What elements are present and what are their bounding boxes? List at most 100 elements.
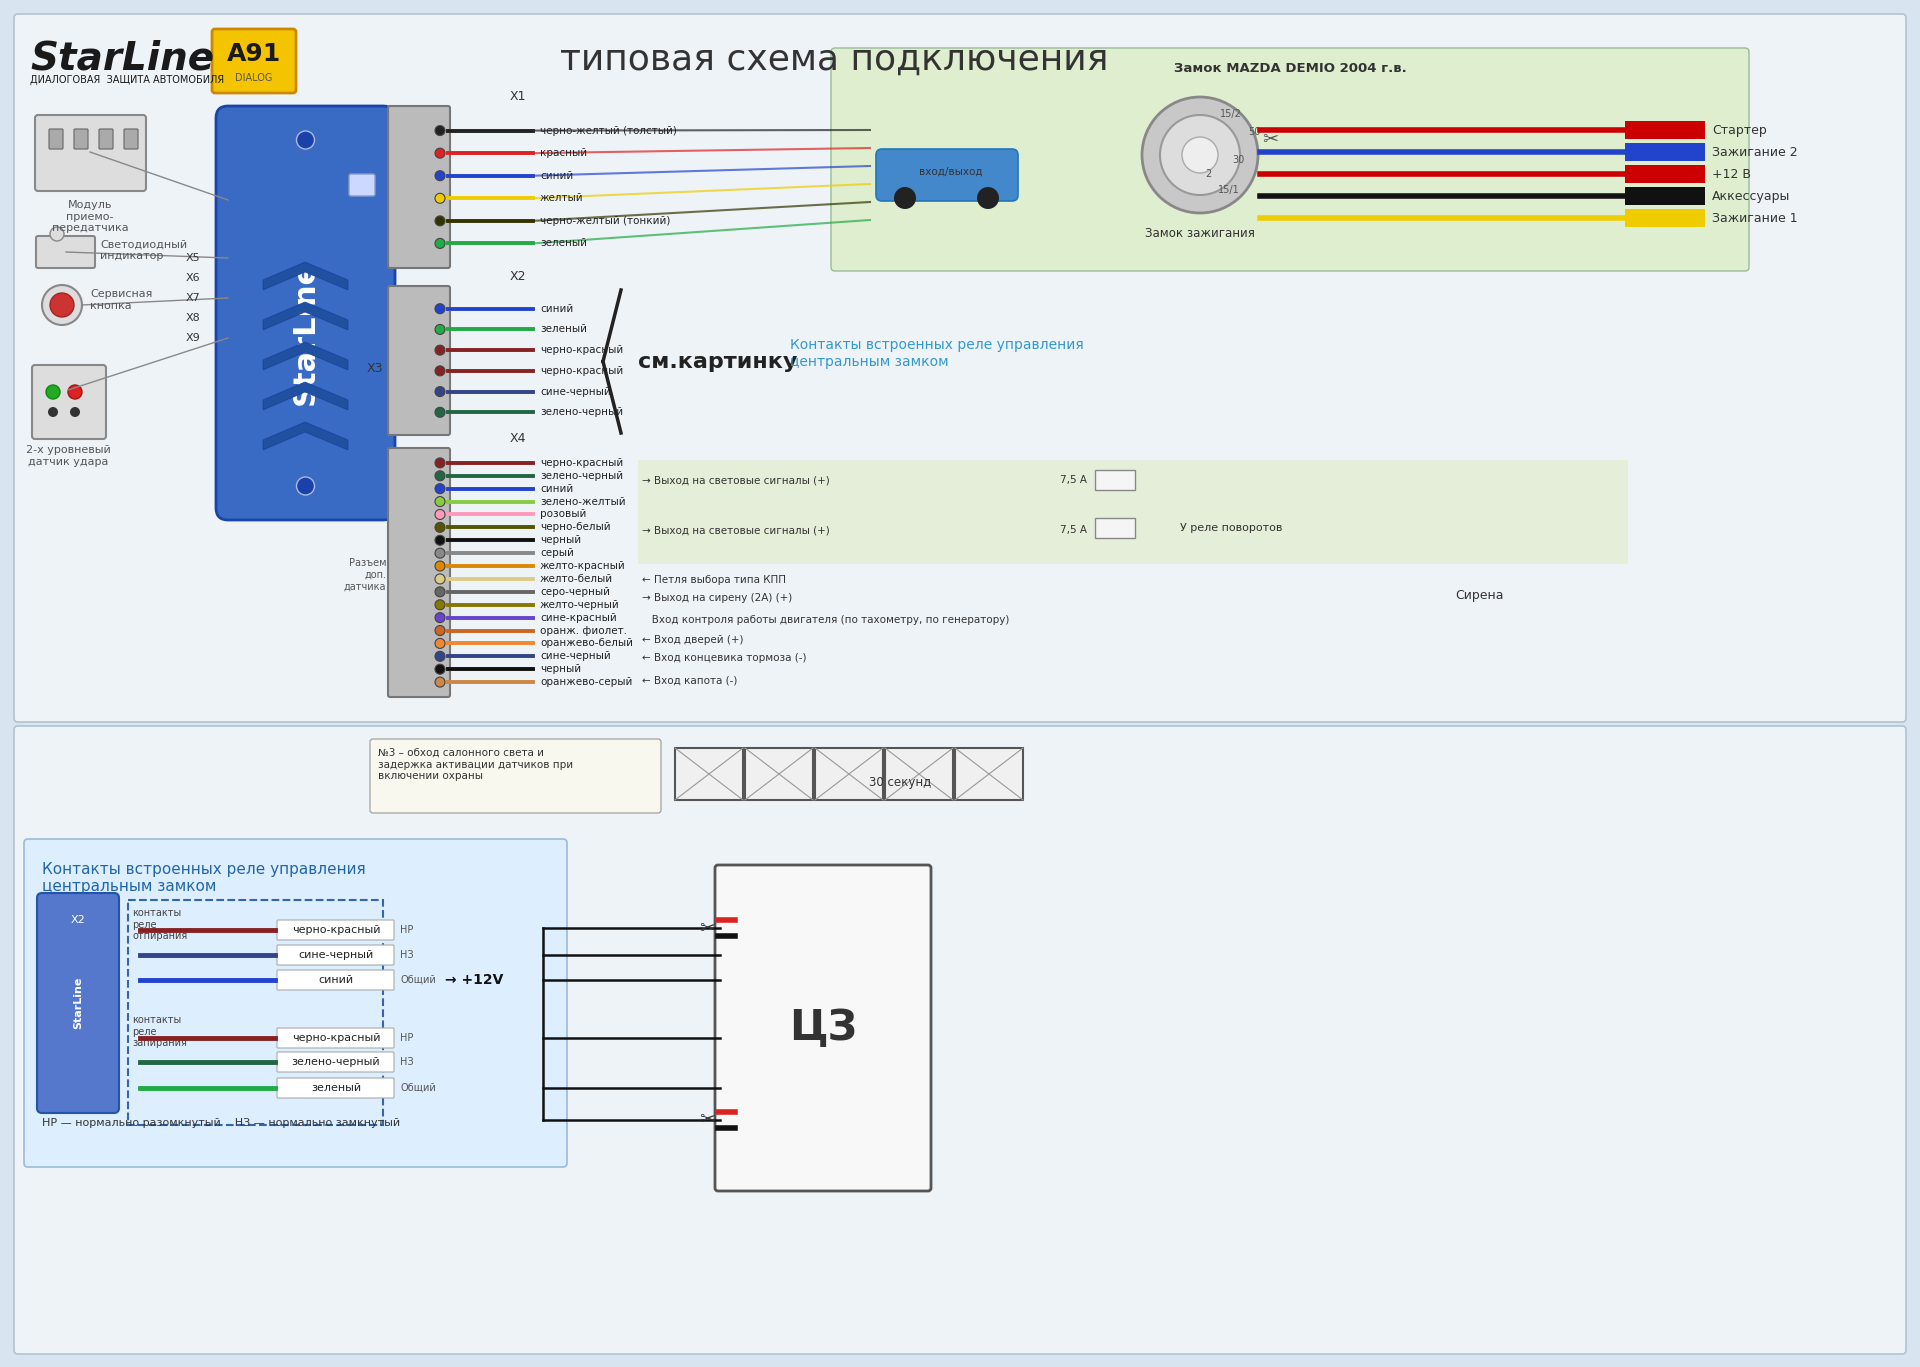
FancyBboxPatch shape (13, 726, 1907, 1353)
Text: ✂: ✂ (699, 1110, 716, 1129)
Circle shape (1142, 97, 1258, 213)
Bar (1094, 470, 1135, 489)
Bar (1624, 144, 1705, 161)
Text: черно-красный: черно-красный (540, 366, 624, 376)
Text: → Выход на сирену (2А) (+): → Выход на сирену (2А) (+) (641, 593, 793, 603)
Circle shape (436, 171, 445, 180)
Text: черно-красный: черно-красный (292, 925, 380, 935)
FancyBboxPatch shape (217, 107, 396, 519)
Bar (745, 748, 812, 800)
Text: ← Вход капота (-): ← Вход капота (-) (641, 675, 737, 685)
Text: зелено-желтый: зелено-желтый (540, 496, 626, 507)
Text: X4: X4 (511, 432, 526, 444)
Circle shape (436, 496, 445, 507)
Text: Общий: Общий (399, 975, 436, 986)
Text: Зажигание 2: Зажигание 2 (1713, 145, 1797, 159)
Text: желтый: желтый (540, 193, 584, 204)
Text: → Выход на световые сигналы (+): → Выход на световые сигналы (+) (641, 525, 829, 534)
Polygon shape (263, 262, 348, 290)
Text: → Выход на световые сигналы (+): → Выход на световые сигналы (+) (641, 474, 829, 485)
Text: желто-красный: желто-красный (540, 560, 626, 571)
Text: синий: синий (540, 171, 574, 180)
Circle shape (436, 574, 445, 584)
Text: серый: серый (540, 548, 574, 558)
Circle shape (436, 387, 445, 396)
Text: ← Вход дверей (+): ← Вход дверей (+) (641, 636, 743, 645)
FancyBboxPatch shape (276, 971, 394, 990)
Text: оранжево-белый: оранжево-белый (540, 638, 634, 648)
Text: контакты
реле
отпирания: контакты реле отпирания (132, 908, 188, 942)
FancyBboxPatch shape (388, 286, 449, 435)
Circle shape (436, 612, 445, 622)
Text: 15/2: 15/2 (1219, 109, 1242, 119)
Circle shape (50, 227, 63, 241)
FancyBboxPatch shape (13, 14, 1907, 722)
Circle shape (436, 626, 445, 636)
Circle shape (67, 385, 83, 399)
Text: Разъем
доп.
датчика: Разъем доп. датчика (344, 558, 386, 592)
Text: зелено-черный: зелено-черный (540, 470, 624, 481)
FancyBboxPatch shape (25, 839, 566, 1167)
Text: зеленый: зеленый (311, 1083, 361, 1094)
Text: оранжево-серый: оранжево-серый (540, 677, 632, 688)
Text: 30 секунд: 30 секунд (870, 776, 931, 789)
FancyBboxPatch shape (276, 1079, 394, 1098)
Text: синий: синий (319, 975, 353, 986)
Polygon shape (263, 302, 348, 329)
FancyBboxPatch shape (36, 236, 94, 268)
Text: см.картинку: см.картинку (637, 351, 797, 372)
Text: НР — нормально разомкнутый    НЗ — нормально замкнутый: НР — нормально разомкнутый НЗ — нормальн… (42, 1118, 399, 1128)
Text: черный: черный (540, 664, 582, 674)
Text: Модуль
приемо-
передатчика: Модуль приемо- передатчика (52, 200, 129, 234)
Text: X2: X2 (71, 915, 84, 925)
Text: черно-желтый (тонкий): черно-желтый (тонкий) (540, 216, 670, 226)
Text: розовый: розовый (540, 510, 586, 519)
Circle shape (42, 284, 83, 325)
Text: черно-белый: черно-белый (540, 522, 611, 532)
Text: №3 – обход салонного света и
задержка активации датчиков при
включении охраны: №3 – обход салонного света и задержка ак… (378, 748, 574, 781)
FancyBboxPatch shape (276, 1028, 394, 1048)
Text: зелено-черный: зелено-черный (292, 1057, 380, 1068)
Text: зелено-черный: зелено-черный (540, 407, 624, 417)
Text: 15/1: 15/1 (1217, 185, 1240, 195)
Text: сине-черный: сине-черный (540, 387, 611, 396)
Bar (637, 513, 1628, 565)
Text: 30: 30 (1233, 154, 1244, 165)
Text: X7: X7 (184, 293, 200, 303)
FancyBboxPatch shape (276, 945, 394, 965)
Circle shape (436, 126, 445, 135)
Text: оранж. фиолет.: оранж. фиолет. (540, 626, 628, 636)
Text: Сервисная
кнопка: Сервисная кнопка (90, 290, 152, 310)
Text: 2-х уровневый
датчик удара: 2-х уровневый датчик удара (25, 446, 109, 466)
Bar (1094, 518, 1135, 539)
Text: Зажигание 1: Зажигание 1 (1713, 212, 1797, 224)
FancyBboxPatch shape (100, 128, 113, 149)
Circle shape (436, 303, 445, 313)
Text: НР: НР (399, 1033, 413, 1043)
Text: 7,5 А: 7,5 А (1060, 474, 1087, 485)
FancyBboxPatch shape (36, 893, 119, 1113)
Text: зеленый: зеленый (540, 324, 588, 335)
Text: X3: X3 (367, 361, 382, 375)
Text: → +12V: → +12V (445, 973, 503, 987)
Text: ← Вход концевика тормоза (-): ← Вход концевика тормоза (-) (641, 653, 806, 663)
Text: X8: X8 (184, 313, 200, 323)
Text: Общий: Общий (399, 1083, 436, 1094)
Circle shape (895, 187, 916, 209)
Text: контакты
реле
запирания: контакты реле запирания (132, 1016, 186, 1048)
Bar (814, 748, 883, 800)
Text: Вход контроля работы двигателя (по тахометру, по генератору): Вход контроля работы двигателя (по тахом… (641, 615, 1010, 625)
FancyBboxPatch shape (276, 920, 394, 940)
Circle shape (436, 344, 445, 355)
Text: сине-красный: сине-красный (540, 612, 616, 622)
FancyBboxPatch shape (714, 865, 931, 1191)
Circle shape (1183, 137, 1217, 174)
Text: DIALOG: DIALOG (236, 72, 273, 83)
Text: сине-черный: сине-черный (298, 950, 374, 960)
Polygon shape (263, 422, 348, 450)
Text: желто-белый: желто-белый (540, 574, 612, 584)
Text: Замок MAZDA DEMIO 2004 г.в.: Замок MAZDA DEMIO 2004 г.в. (1173, 62, 1405, 74)
Circle shape (296, 477, 315, 495)
Text: красный: красный (540, 148, 588, 159)
Text: X1: X1 (511, 89, 526, 103)
